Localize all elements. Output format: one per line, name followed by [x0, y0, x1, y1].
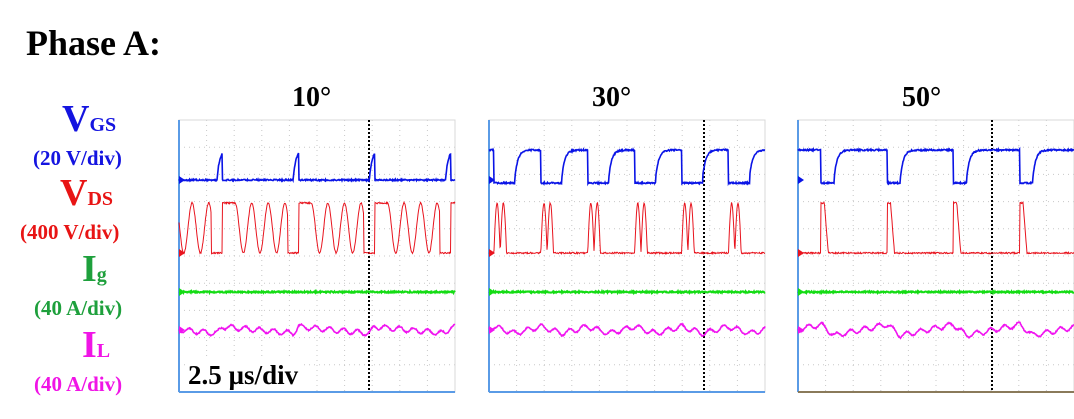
label-ig-scale: (40 A/div): [34, 296, 123, 320]
channel-marker-icon: [489, 288, 495, 296]
timebase-label: 2.5 µs/div: [186, 360, 301, 391]
label-ig-main: I: [82, 248, 97, 290]
channel-marker-icon: [798, 288, 804, 296]
vds-trace: [178, 200, 456, 256]
label-vds-main: V: [60, 172, 88, 214]
il-trace: [178, 322, 456, 338]
label-vds: VDS: [60, 174, 113, 212]
channel-marker-icon: [798, 249, 804, 257]
label-vgs: VGS: [62, 100, 116, 138]
channel-marker-icon: [798, 176, 804, 184]
label-vgs-main: V: [62, 98, 90, 140]
panel-title-1: 30°: [592, 82, 632, 113]
label-ig: Ig: [82, 250, 107, 288]
figure-heading: Phase A:: [26, 23, 161, 63]
vds-trace: [488, 201, 765, 256]
label-vds-sub: DS: [87, 188, 114, 210]
ig-trace: [797, 288, 1074, 296]
channel-marker-icon: [179, 326, 185, 334]
vds-trace: [798, 200, 1074, 255]
vgs-trace: [488, 147, 766, 187]
channel-marker-icon: [798, 326, 804, 334]
label-il-scale: (40 A/div): [34, 372, 123, 396]
il-trace: [797, 321, 1074, 340]
label-il: IL: [82, 326, 110, 364]
channel-marker-icon: [489, 249, 495, 257]
vgs-trace: [178, 152, 456, 184]
il-trace: [488, 322, 766, 338]
label-vgs-scale: (20 V/div): [33, 146, 122, 170]
label-il-sub: L: [96, 340, 111, 362]
label-il-main: I: [82, 324, 97, 366]
panel-title-2: 50°: [902, 82, 942, 113]
label-vgs-sub: GS: [89, 114, 117, 136]
channel-marker-icon: [489, 326, 495, 334]
label-vds-scale: (400 V/div): [20, 220, 120, 244]
channel-marker-icon: [489, 176, 495, 184]
channel-marker-icon: [179, 288, 185, 296]
vgs-trace: [797, 146, 1074, 186]
channel-marker-icon: [179, 176, 185, 184]
channel-marker-icon: [179, 249, 185, 257]
label-ig-sub: g: [96, 264, 107, 286]
panel-title-0: 10°: [292, 82, 332, 113]
ig-trace: [488, 288, 766, 296]
ig-trace: [178, 288, 456, 296]
